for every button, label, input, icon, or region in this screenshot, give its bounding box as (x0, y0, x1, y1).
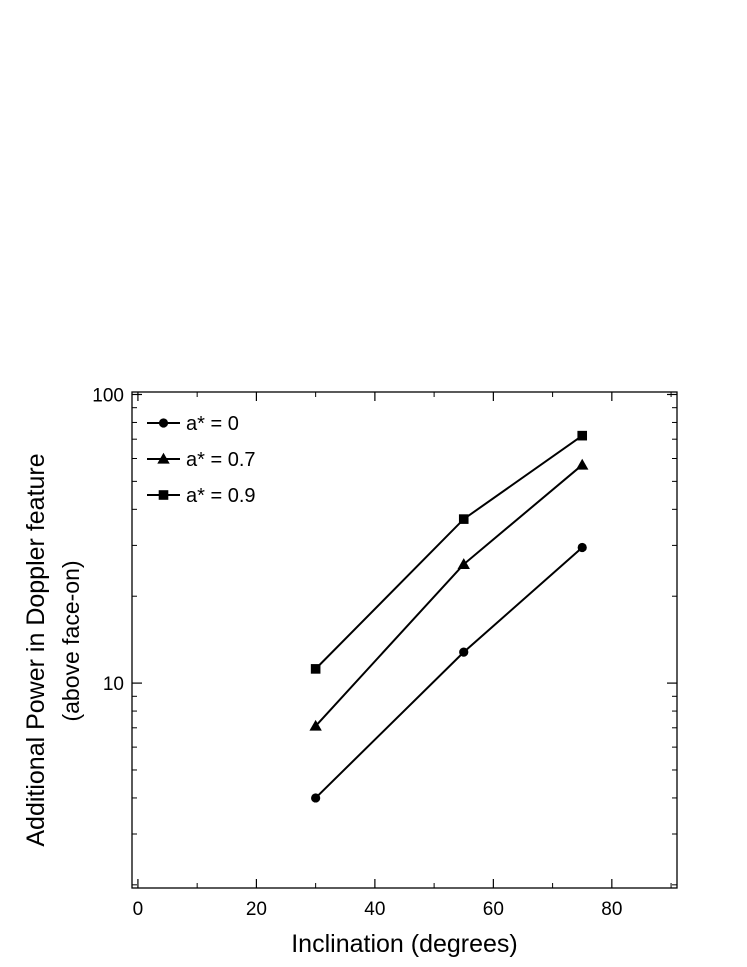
x-tick-label: 60 (483, 899, 504, 920)
legend-marker (158, 490, 169, 500)
legend-marker (158, 418, 169, 428)
data-point (457, 558, 470, 569)
data-point (577, 430, 588, 441)
y-tick-label: 100 (92, 385, 124, 406)
axis-ticks (132, 392, 677, 888)
data-point (459, 647, 469, 657)
data-series (309, 430, 589, 803)
legend-marker (157, 452, 170, 464)
x-tick-label: 0 (133, 899, 144, 920)
legend-label: a* = 0.9 (186, 485, 256, 507)
series-line (314, 464, 583, 727)
plot-frame (131, 391, 678, 889)
y-axis-subtitle: (above face-on) (58, 560, 84, 721)
series-3 (310, 430, 588, 674)
legend-label: a* = 0 (186, 413, 239, 435)
series-line (314, 546, 583, 799)
y-tick-label: 10 (103, 674, 124, 695)
x-tick-label: 20 (246, 899, 267, 920)
data-point (458, 514, 469, 524)
y-tick-labels: 10 100 (92, 385, 124, 695)
legend-entry: a* = 0.7 (147, 449, 256, 471)
series-1 (311, 542, 587, 803)
series-line (314, 434, 583, 670)
x-axis-title: Inclination (degrees) (291, 930, 518, 958)
data-point (310, 664, 321, 674)
legend-label: a* = 0.7 (186, 449, 256, 471)
legend: a* = 0 a* = 0.7 a* = 0.9 (147, 413, 256, 507)
legend-entry: a* = 0 (147, 413, 239, 435)
data-point (576, 458, 589, 470)
plot-area (131, 391, 678, 889)
x-tick-labels: 0 20 40 60 80 (133, 899, 623, 920)
data-point (311, 793, 321, 803)
legend-entry: a* = 0.9 (147, 485, 256, 507)
x-tick-label: 80 (601, 899, 622, 920)
data-point (309, 719, 322, 731)
y-axis-title: Additional Power in Doppler feature (22, 453, 50, 846)
data-point (577, 542, 587, 553)
x-tick-label: 40 (364, 899, 385, 920)
series-2 (309, 458, 589, 731)
